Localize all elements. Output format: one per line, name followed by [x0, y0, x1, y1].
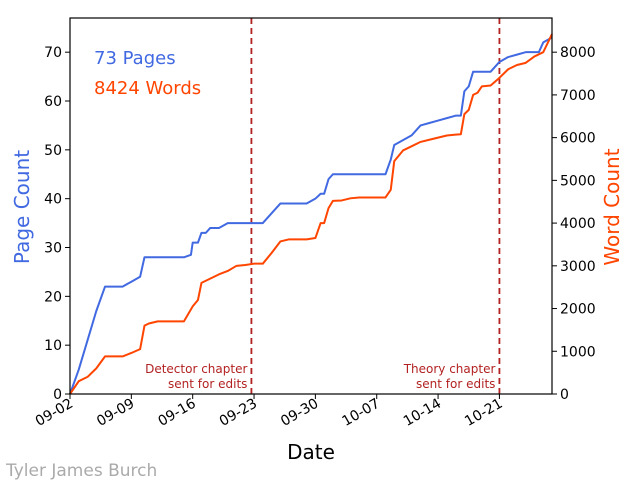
y-left-tick-label: 40: [44, 192, 62, 208]
y-right-tick-label: 6000: [560, 131, 596, 147]
y-axis-label-left: Page Count: [10, 150, 34, 264]
y-right-tick-label: 1000: [560, 344, 596, 360]
y-left-tick-label: 50: [44, 143, 62, 159]
y-left-tick-label: 30: [44, 241, 62, 257]
x-axis-label: Date: [287, 440, 335, 464]
x-tick-label: 09-30: [278, 396, 321, 430]
y-right-tick-label: 5000: [560, 173, 596, 189]
y-left-tick-label: 20: [44, 289, 62, 305]
event-label-line2-2: sent for edits: [416, 377, 495, 391]
x-tick-label: 10-21: [462, 396, 505, 430]
word-count-line: [69, 33, 553, 395]
event-label-line2-1: sent for edits: [168, 377, 247, 391]
x-tick-label: 09-23: [217, 396, 260, 430]
y-right-tick-label: 8000: [560, 45, 596, 61]
plot-frame: [69, 17, 553, 395]
x-tick-label: 09-16: [155, 396, 198, 430]
y-right-tick-label: 0: [560, 387, 569, 403]
y-right-tick-label: 2000: [560, 302, 596, 318]
credit-text: Tyler James Burch: [5, 461, 157, 480]
x-tick-label: 10-14: [401, 396, 444, 430]
legend-words-text: 8424 Words: [94, 78, 201, 99]
x-tick-label: 09-09: [94, 396, 137, 430]
y-right-tick-label: 7000: [560, 88, 596, 104]
y-right-tick-label: 4000: [560, 216, 596, 232]
event-label-line1-1: Detector chapter: [145, 362, 247, 376]
legend-pages-text: 73 Pages: [94, 48, 176, 69]
event-label-line1-2: Theory chapter: [403, 362, 496, 376]
y-axis-label-right: Word Count: [600, 148, 624, 265]
x-tick-label: 10-07: [339, 396, 382, 430]
y-right-tick-label: 3000: [560, 259, 596, 275]
y-left-tick-label: 0: [53, 387, 62, 403]
y-left-tick-label: 10: [44, 338, 62, 354]
y-left-tick-label: 70: [44, 45, 62, 61]
data-series: [69, 33, 553, 395]
page-count-line: [69, 36, 553, 395]
y-left-tick-label: 60: [44, 94, 62, 110]
